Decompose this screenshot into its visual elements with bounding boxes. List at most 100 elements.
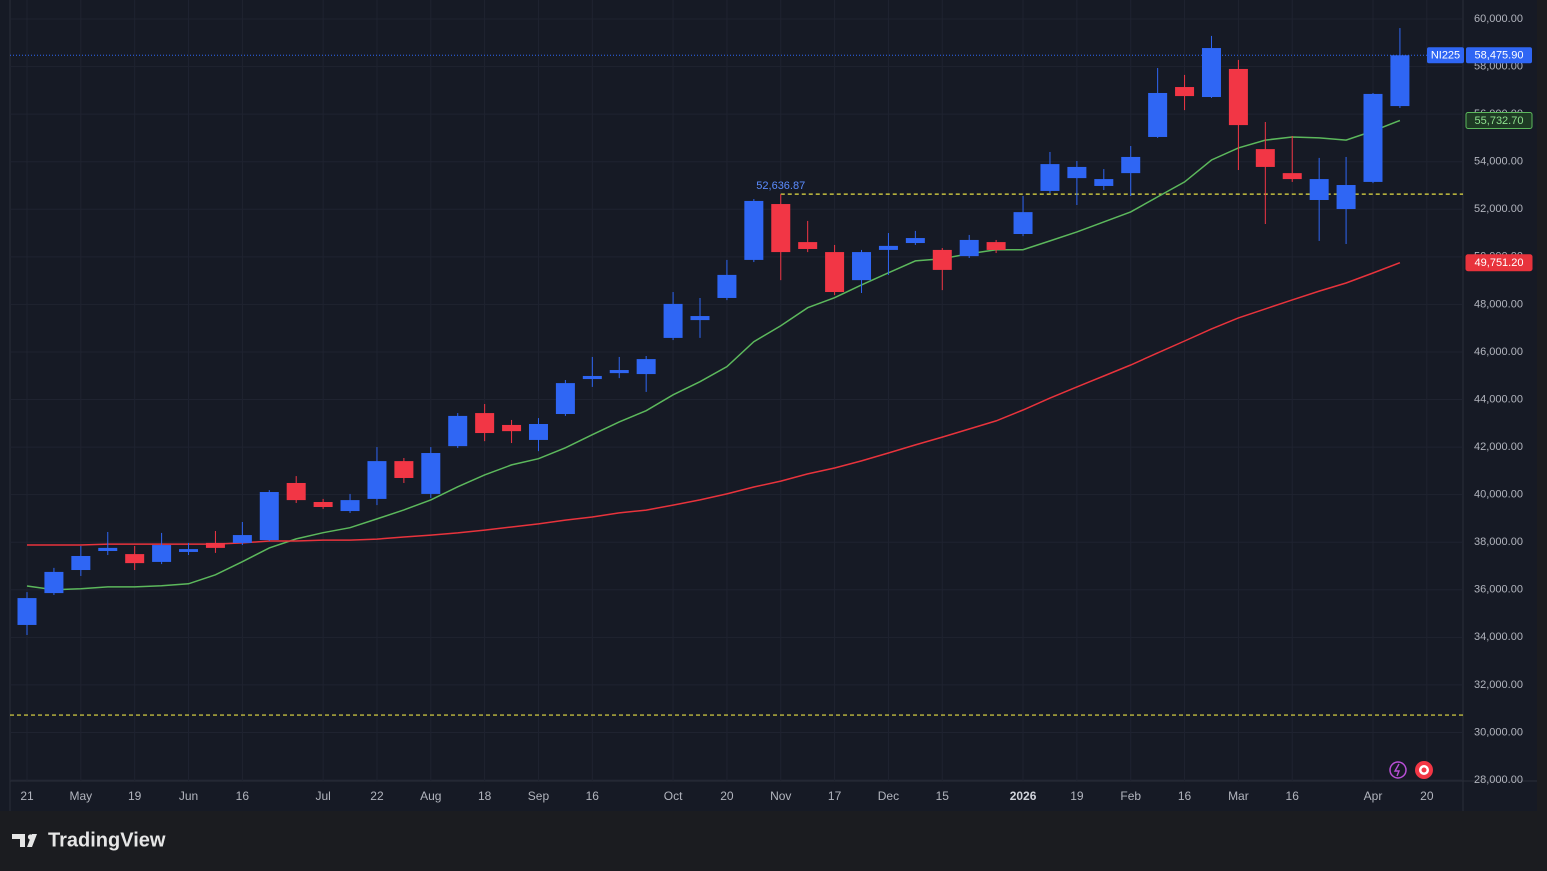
- x-tick-label: Sep: [528, 789, 550, 803]
- candle-body: [125, 554, 145, 564]
- grid: [10, 0, 1463, 781]
- y-tick-label: 38,000.00: [1474, 536, 1523, 548]
- candle-body: [152, 545, 172, 562]
- ma-tag: 55,732.70: [1475, 115, 1524, 127]
- x-tick-label: 20: [1420, 789, 1434, 803]
- symbol-tag-box: [1427, 47, 1464, 64]
- candle-body: [717, 274, 737, 298]
- candle-body: [878, 245, 898, 250]
- candle-body: [825, 252, 845, 293]
- logo-text: TradingView: [48, 829, 166, 851]
- x-tick-label: Oct: [664, 789, 683, 803]
- ma-tag-box: [1465, 112, 1533, 130]
- x-tick-label: 19: [1070, 789, 1084, 803]
- x-tick-label: Dec: [878, 789, 899, 803]
- candle-body: [798, 242, 818, 249]
- candle-body: [179, 549, 199, 552]
- candle-body: [932, 249, 952, 270]
- plot: 52,636.87: [10, 28, 1463, 716]
- candle-body: [232, 535, 252, 543]
- candle-body: [1390, 55, 1410, 107]
- candle-body: [313, 502, 333, 507]
- candle-body: [1040, 164, 1060, 191]
- y-tick-label: 32,000.00: [1474, 679, 1523, 691]
- candle-body: [905, 238, 925, 244]
- candle-body: [71, 555, 91, 571]
- candle-body: [1228, 68, 1248, 126]
- logo[interactable]: TradingView: [12, 829, 166, 851]
- chart-panel: [0, 0, 1537, 811]
- x-tick-label: 21: [20, 789, 34, 803]
- logo-dot: [27, 834, 34, 840]
- candle-body: [1121, 156, 1141, 174]
- candle-body: [286, 482, 306, 501]
- candle-body: [1175, 87, 1195, 97]
- x-tick-label: Mar: [1228, 789, 1249, 803]
- candle-body: [609, 370, 629, 374]
- ma-tag: 49,751.20: [1475, 257, 1524, 269]
- candle-body: [1282, 173, 1302, 180]
- candle-body: [340, 500, 360, 512]
- symbol-tag: NI225: [1431, 50, 1460, 62]
- moving-average-line: [27, 261, 1401, 546]
- candle-body: [1201, 48, 1221, 98]
- y-tick-label: 54,000.00: [1474, 156, 1523, 168]
- y-tick-label: 58,000.00: [1474, 60, 1523, 72]
- x-tick-label: 22: [370, 789, 384, 803]
- candle-body: [690, 316, 710, 321]
- candle-body: [98, 547, 118, 551]
- x-tick-label: Jun: [179, 789, 198, 803]
- candle-body: [986, 242, 1006, 250]
- y-tick-label: 28,000.00: [1474, 774, 1523, 786]
- candle-body: [636, 359, 656, 375]
- x-tick-label: 16: [1286, 789, 1300, 803]
- y-tick-label: 30,000.00: [1474, 726, 1523, 738]
- lightning-icon[interactable]: [1389, 761, 1407, 779]
- y-tick-label: 36,000.00: [1474, 584, 1523, 596]
- y-tick-label: 46,000.00: [1474, 346, 1523, 358]
- candle-body: [582, 375, 602, 380]
- axes: 60,000.0058,000.0056,000.0054,000.0052,0…: [20, 13, 1533, 803]
- x-tick-label: 16: [586, 789, 600, 803]
- candle-body: [1309, 179, 1329, 200]
- x-tick-label: 19: [128, 789, 142, 803]
- y-tick-label: 60,000.00: [1474, 13, 1523, 25]
- candle-body: [448, 415, 468, 447]
- candle-body: [1067, 166, 1087, 179]
- candle-body: [1013, 212, 1033, 234]
- x-tick-label: 16: [236, 789, 250, 803]
- candle-body: [475, 413, 495, 434]
- candle-body: [528, 424, 548, 440]
- x-tick-label: Aug: [420, 789, 441, 803]
- candle-body: [959, 239, 979, 257]
- x-tick-label: Jul: [315, 789, 330, 803]
- candle-body: [1336, 185, 1356, 210]
- lightning-glyph: [1393, 763, 1401, 777]
- high-annotation: 52,636.87: [756, 180, 805, 192]
- last-price-tag-box: [1466, 47, 1532, 64]
- x-tick-label: 16: [1178, 789, 1192, 803]
- candle-body: [394, 461, 414, 478]
- x-tick-label: Nov: [770, 789, 791, 803]
- candle-body: [771, 204, 791, 253]
- x-tick-label: May: [70, 789, 93, 803]
- candle-body: [744, 200, 764, 260]
- candle-body: [421, 453, 441, 494]
- record-icon-dot: [1421, 767, 1427, 773]
- candle-body: [44, 571, 64, 594]
- candle-body: [1148, 92, 1168, 137]
- candle-body: [1094, 179, 1114, 186]
- moving-average-line: [26, 119, 1401, 591]
- x-tick-label: 20: [720, 789, 734, 803]
- candle-body: [502, 424, 522, 432]
- x-tick-label: 15: [936, 789, 950, 803]
- y-tick-label: 40,000.00: [1474, 489, 1523, 501]
- candle-body: [555, 383, 575, 415]
- x-tick-label: 18: [478, 789, 492, 803]
- last-price-tag: 58,475.90: [1475, 50, 1524, 62]
- candle-body: [17, 598, 37, 625]
- candle-body: [205, 542, 225, 548]
- candle-body: [259, 492, 279, 541]
